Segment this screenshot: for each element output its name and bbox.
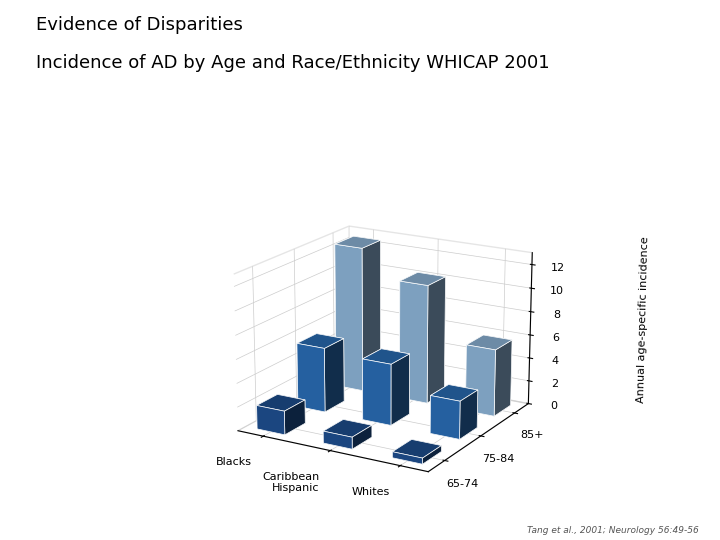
Text: Evidence of Disparities: Evidence of Disparities [36,16,243,34]
Text: Tang et al., 2001; Neurology 56:49-56: Tang et al., 2001; Neurology 56:49-56 [526,525,698,535]
Text: Incidence of AD by Age and Race/Ethnicity WHICAP 2001: Incidence of AD by Age and Race/Ethnicit… [36,54,549,72]
